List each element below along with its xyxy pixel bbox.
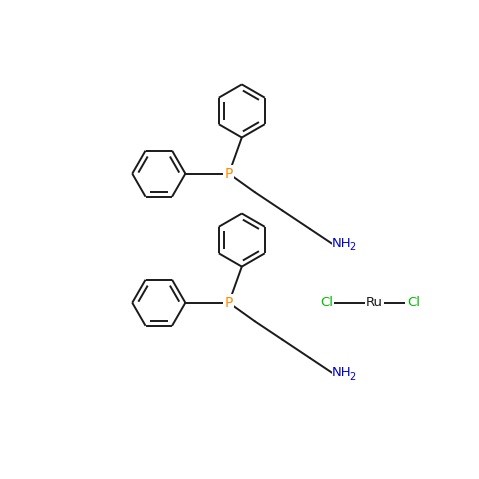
Text: NH: NH bbox=[332, 237, 352, 250]
Text: 2: 2 bbox=[349, 242, 355, 252]
Text: P: P bbox=[225, 167, 233, 181]
Text: Cl: Cl bbox=[320, 296, 333, 309]
Text: NH: NH bbox=[332, 366, 352, 379]
Text: Cl: Cl bbox=[407, 296, 420, 309]
Text: 2: 2 bbox=[349, 372, 355, 381]
Text: Ru: Ru bbox=[366, 296, 383, 309]
Text: P: P bbox=[225, 296, 233, 310]
